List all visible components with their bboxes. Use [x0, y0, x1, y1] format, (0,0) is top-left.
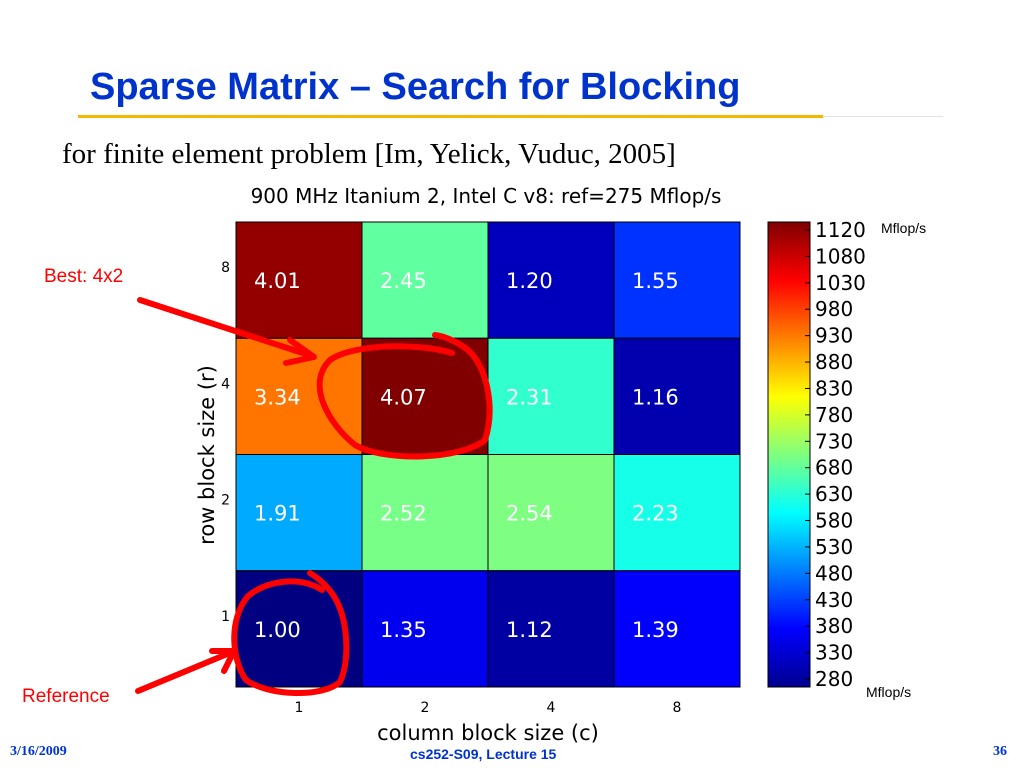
heatmap-cell [487, 454, 615, 572]
heatmap-cell [487, 570, 615, 688]
footer-page-number: 36 [993, 744, 1007, 759]
y-tick-label: 2 [221, 493, 230, 509]
colorbar-unit-top: Mflop/s [881, 220, 926, 236]
heatmap-cells: 4.01 2.45 1.20 1.55 3.34 4.07 2.31 1.16 1.91 2.52… [235, 221, 741, 688]
heatmap-cell [613, 570, 741, 688]
reference-annotation: Reference [22, 686, 110, 707]
title-underline [78, 115, 823, 118]
y-tick-label: 1 [221, 609, 230, 625]
colorbar-tick-label: 430 [815, 588, 853, 612]
cell-value-label: 2.52 [380, 502, 427, 526]
heatmap-cell [235, 454, 363, 572]
heatmap-cell [613, 221, 741, 339]
x-axis-label: column block size (c) [377, 721, 599, 745]
heatmap-cell [361, 454, 489, 572]
colorbar-tick-label: 530 [815, 535, 853, 559]
slide-subtitle: for finite element problem [Im, Yelick, … [62, 138, 676, 170]
colorbar-tick-label: 930 [815, 324, 853, 348]
colorbar-tick-label: 680 [815, 456, 853, 480]
chart-title: 900 MHz Itanium 2, Intel C v8: ref=275 M… [250, 184, 722, 208]
axis-ticks: 1 2 4 8 8 4 2 1 [221, 260, 681, 716]
colorbar-tick-label: 1030 [815, 271, 866, 295]
colorbar-unit-bottom: Mflop/s [866, 684, 911, 700]
colorbar-tick-label: 880 [815, 350, 853, 374]
cell-value-label: 2.54 [506, 502, 553, 526]
best-annotation: Best: 4x2 [44, 266, 124, 287]
colorbar-tick-label: 630 [815, 482, 853, 506]
y-axis-label: row block size (r) [195, 365, 219, 545]
cell-value-label: 1.12 [506, 618, 553, 642]
colorbar-tick-label: 830 [815, 376, 853, 400]
colorbar-tick-label: 1120 [815, 218, 866, 242]
cell-value-label: 2.31 [506, 385, 553, 409]
cell-value-label: 1.35 [380, 618, 427, 642]
heatmap-cell [613, 337, 741, 455]
colorbar-tick-label: 1080 [815, 244, 866, 268]
y-tick-label: 4 [221, 376, 230, 392]
best-arrow-head [283, 337, 317, 366]
best-circle-mark [316, 332, 493, 460]
heatmap-cell [613, 454, 741, 572]
colorbar-gradient [767, 221, 811, 688]
reference-circle-mark [231, 570, 350, 697]
title-underline-extension [823, 116, 943, 117]
colorbar-tick-label: 580 [815, 509, 853, 533]
cell-value-label: 2.23 [632, 502, 679, 526]
y-tick-label: 8 [221, 260, 230, 276]
cell-value-label: 1.55 [632, 269, 679, 293]
x-tick-label: 4 [547, 700, 556, 716]
best-arrow-line [137, 297, 315, 359]
colorbar-tick-label: 780 [815, 403, 853, 427]
x-tick-label: 8 [673, 700, 682, 716]
cell-value-label: 2.45 [380, 269, 427, 293]
cell-value-label: 1.16 [632, 385, 679, 409]
cell-value-label: 1.91 [254, 502, 301, 526]
slide-title: Sparse Matrix – Search for Blocking [90, 66, 741, 108]
colorbar-tick-label: 980 [815, 297, 853, 321]
footer-date: 3/16/2009 [10, 744, 67, 759]
x-tick-label: 1 [295, 700, 304, 716]
cell-value-label: 1.39 [632, 618, 679, 642]
colorbar-tick-label: 730 [815, 429, 853, 453]
footer-course: cs252-S09, Lecture 15 [410, 746, 557, 762]
colorbar-tick-label: 380 [815, 614, 853, 638]
cell-value-label: 4.07 [380, 385, 427, 409]
cell-value-label: 1.20 [506, 269, 553, 293]
hand-drawn-annotations [135, 297, 493, 697]
heatmap-cell [361, 337, 489, 455]
cell-value-label: 1.00 [254, 618, 301, 642]
heatmap-cell [361, 570, 489, 688]
colorbar-tick-label: 480 [815, 561, 853, 585]
reference-arrow-head [209, 648, 237, 674]
x-tick-label: 2 [421, 700, 430, 716]
cell-value-label: 3.34 [254, 385, 301, 409]
reference-arrow-line [135, 649, 235, 694]
cell-value-label: 4.01 [254, 269, 301, 293]
colorbar-tick-label: 280 [815, 667, 853, 691]
colorbar-tick-label: 330 [815, 641, 853, 665]
